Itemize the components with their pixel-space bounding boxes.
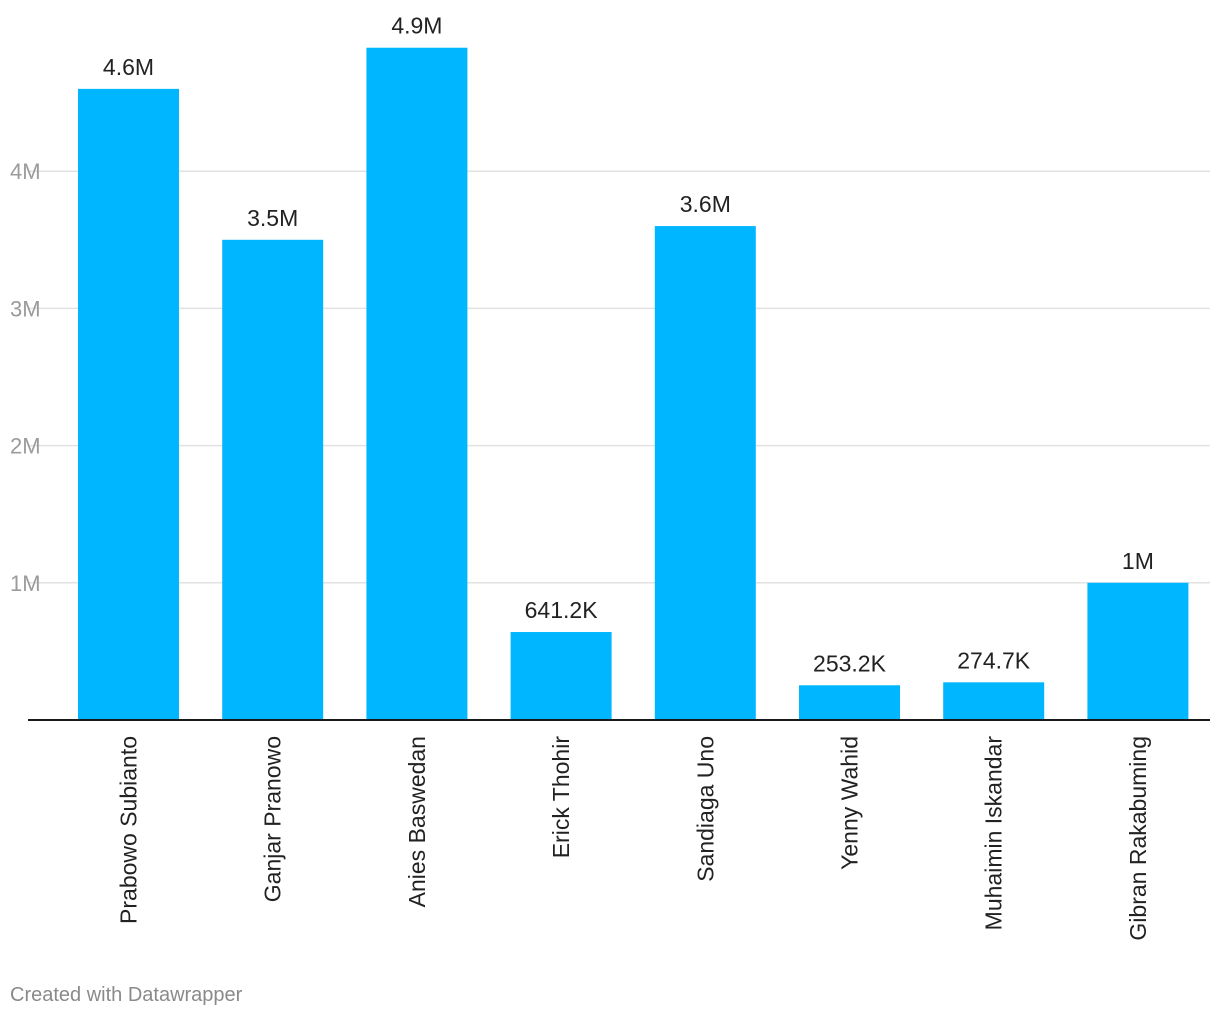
bar (799, 685, 900, 720)
value-label: 1M (1122, 548, 1154, 574)
value-label: 4.9M (391, 13, 442, 39)
bar (654, 226, 756, 720)
value-label: 4.6M (103, 54, 154, 80)
category-label: Yenny Wahid (837, 736, 863, 870)
category-label: Gibran Rakabuming (1125, 736, 1151, 941)
bar (943, 682, 1045, 720)
credit-text: Created with Datawrapper (10, 984, 243, 1006)
y-tick-label: 3M (10, 296, 41, 321)
y-tick-label: 2M (10, 434, 41, 459)
value-label: 3.5M (247, 205, 298, 231)
bar (510, 632, 612, 720)
category-label: Ganjar Pranowo (260, 736, 286, 902)
y-tick-label: 1M (10, 571, 41, 596)
gridlines (28, 170, 1210, 584)
bar (222, 239, 324, 721)
bars (78, 47, 1189, 721)
value-label: 641.2K (525, 597, 599, 623)
y-tick-label: 4M (10, 159, 41, 184)
category-label: Sandiaga Uno (692, 736, 718, 882)
bar (1087, 582, 1189, 720)
category-label: Anies Baswedan (404, 736, 430, 907)
value-label: 3.6M (680, 191, 731, 217)
value-labels: 4.6M 3.5M 4.9M 641.2K 3.6M 253.2K 274.7K 1M (103, 13, 1154, 677)
category-label: Prabowo Subianto (116, 736, 142, 924)
bar (78, 88, 179, 720)
category-label: Muhaimin Iskandar (981, 736, 1007, 931)
value-label: 274.7K (957, 647, 1031, 673)
category-label: Erick Thohir (548, 736, 574, 859)
value-label: 253.2K (813, 650, 887, 676)
y-axis-ticks: 1M 2M 3M 4M (10, 159, 41, 596)
x-axis-categories: Prabowo Subianto Ganjar Pranowo Anies Basw… (116, 736, 1151, 941)
bar (366, 47, 468, 721)
